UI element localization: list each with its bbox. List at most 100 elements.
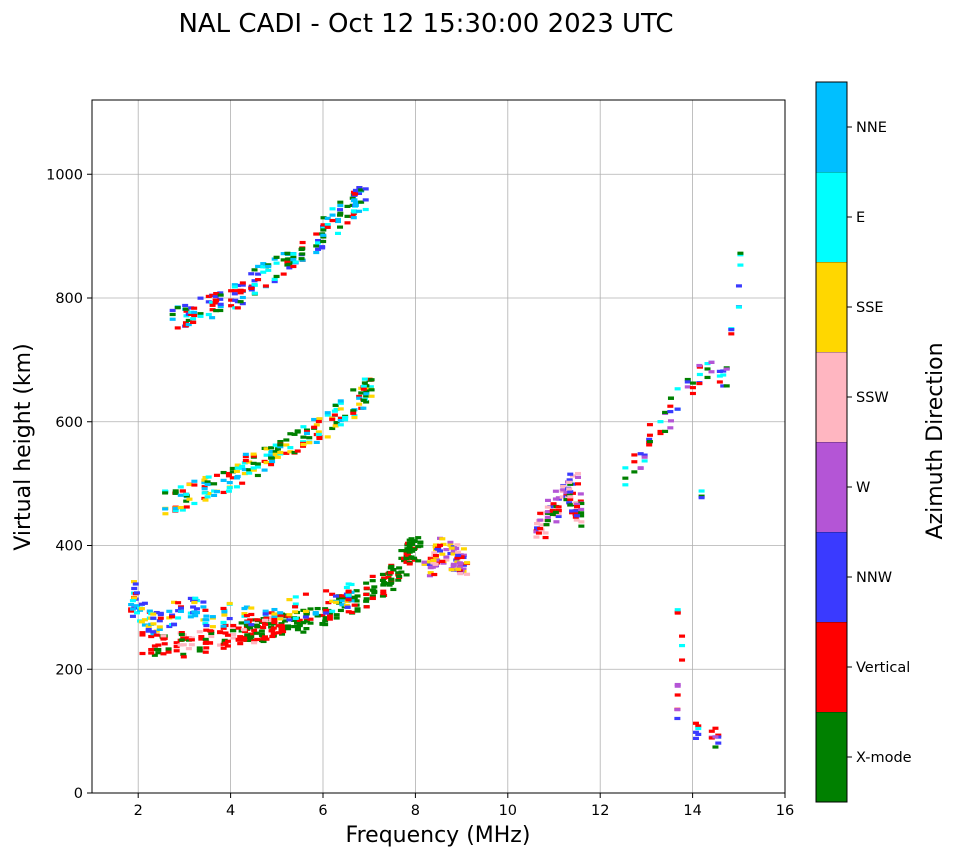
echo-point — [737, 263, 744, 267]
echo-point — [432, 553, 439, 558]
y-tick-label: 1000 — [46, 167, 83, 183]
echo-point — [311, 425, 318, 429]
chart-title: NAL CADI - Oct 12 15:30:00 2023 UTC — [178, 9, 673, 39]
echo-point — [333, 613, 340, 617]
echo-point — [217, 297, 224, 301]
echo-point — [351, 198, 358, 202]
echo-point — [315, 241, 322, 245]
echo-point — [169, 613, 176, 617]
echo-point — [248, 286, 255, 290]
echo-point — [220, 470, 227, 475]
echo-point — [337, 213, 344, 217]
echo-point — [226, 486, 233, 490]
echo-point — [351, 414, 358, 418]
echo-point — [344, 214, 351, 218]
echo-point — [455, 553, 462, 557]
echo-point — [217, 630, 224, 634]
echo-point — [169, 615, 176, 619]
echo-point — [352, 201, 359, 205]
echo-point — [431, 572, 438, 577]
echo-point — [684, 385, 691, 389]
echo-point — [578, 520, 585, 524]
echo-point — [182, 321, 189, 325]
echo-point — [388, 564, 395, 569]
echo-point — [696, 372, 703, 377]
echo-point — [537, 526, 544, 531]
echo-point — [246, 471, 253, 475]
colorbar-segment — [816, 352, 847, 442]
echo-point — [239, 283, 246, 287]
echo-point — [229, 625, 236, 629]
colorbar-segment — [816, 532, 847, 622]
colorbar-frame — [815, 81, 848, 803]
echo-point — [175, 601, 182, 605]
echo-point — [415, 536, 422, 540]
echo-point — [637, 452, 644, 456]
echo-point — [356, 402, 363, 406]
echo-point — [460, 547, 467, 551]
echo-point — [254, 618, 261, 622]
echo-point — [268, 456, 275, 460]
echo-point — [450, 549, 457, 553]
echo-point — [345, 593, 352, 597]
echo-point — [559, 495, 566, 499]
echo-point — [221, 638, 228, 642]
echo-point — [202, 608, 209, 612]
echo-point — [337, 416, 344, 420]
echo-point — [326, 611, 333, 615]
echo-point — [439, 537, 446, 541]
echo-point — [406, 550, 413, 554]
echo-point — [443, 555, 450, 559]
y-tick-label: 600 — [55, 415, 83, 431]
echo-point — [241, 612, 248, 616]
echo-point — [284, 257, 291, 261]
echo-point — [204, 495, 211, 499]
echo-point — [209, 615, 216, 619]
echo-point — [291, 624, 298, 629]
echo-point — [411, 539, 418, 544]
echo-point — [544, 519, 551, 523]
echo-point — [387, 581, 394, 585]
echo-point — [129, 599, 136, 603]
echo-point — [273, 261, 280, 265]
echo-point — [235, 626, 242, 630]
echo-point — [646, 433, 653, 437]
echo-point — [542, 535, 549, 540]
echo-point — [156, 627, 163, 631]
echo-point — [646, 423, 653, 427]
echo-point — [302, 592, 309, 596]
x-tick-label: 8 — [411, 803, 420, 819]
echo-point — [148, 647, 155, 652]
echo-point — [363, 392, 370, 396]
echo-point — [160, 652, 167, 656]
echo-point — [674, 708, 681, 712]
echo-point — [287, 432, 294, 436]
echo-point — [430, 558, 437, 563]
echo-point — [380, 592, 387, 596]
echo-point — [281, 613, 288, 617]
echo-point — [337, 423, 344, 427]
echo-point — [387, 571, 394, 575]
echo-point — [329, 599, 336, 603]
echo-point — [314, 614, 321, 618]
echo-point — [240, 628, 247, 632]
echo-point — [315, 430, 322, 434]
echo-point — [162, 491, 169, 495]
echo-point — [735, 284, 742, 288]
echo-point — [263, 453, 270, 457]
echo-point — [300, 425, 307, 429]
echo-point — [641, 453, 648, 457]
echo-point — [575, 475, 582, 479]
echo-point — [358, 188, 365, 192]
echo-point — [191, 313, 198, 318]
echo-point — [179, 508, 186, 512]
echo-point — [549, 512, 556, 517]
echo-point — [303, 430, 310, 434]
echo-point — [202, 498, 209, 502]
echo-point — [325, 601, 332, 605]
echo-point — [162, 489, 169, 493]
echo-point — [345, 582, 352, 586]
echo-point — [728, 332, 735, 336]
echo-point — [453, 546, 460, 551]
echo-point — [296, 623, 303, 628]
